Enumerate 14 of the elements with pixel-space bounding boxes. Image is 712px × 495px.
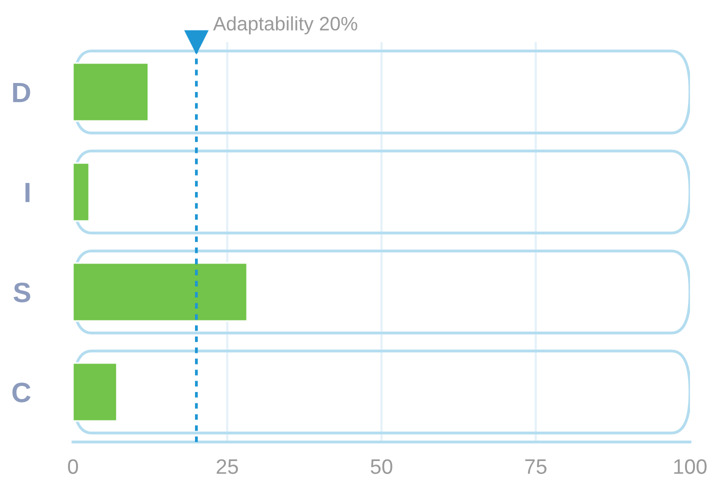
- y-tick-label: S: [14, 282, 30, 302]
- bar: [73, 62, 149, 122]
- y-tick-label: C: [12, 382, 31, 402]
- x-tick-label: 25: [216, 459, 238, 474]
- x-tick-label: 50: [370, 459, 392, 474]
- bar: [73, 362, 118, 422]
- y-tick-label: I: [25, 182, 30, 202]
- x-tick-label: 75: [525, 459, 546, 474]
- bar: [73, 162, 90, 222]
- y-tick-label: D: [13, 82, 30, 102]
- x-tick-label: 0: [68, 459, 78, 474]
- x-tick-label: 100: [674, 459, 707, 474]
- ref-line-label: Adaptability 20%: [213, 16, 358, 34]
- bar: [73, 262, 248, 322]
